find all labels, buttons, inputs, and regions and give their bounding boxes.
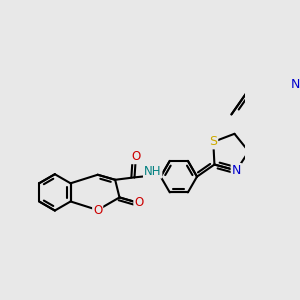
Text: O: O: [93, 203, 102, 217]
Text: NH: NH: [144, 165, 161, 178]
Text: N: N: [232, 164, 241, 177]
Text: O: O: [134, 196, 143, 209]
Text: N: N: [291, 78, 300, 91]
Text: S: S: [209, 135, 217, 148]
Text: O: O: [131, 150, 140, 163]
